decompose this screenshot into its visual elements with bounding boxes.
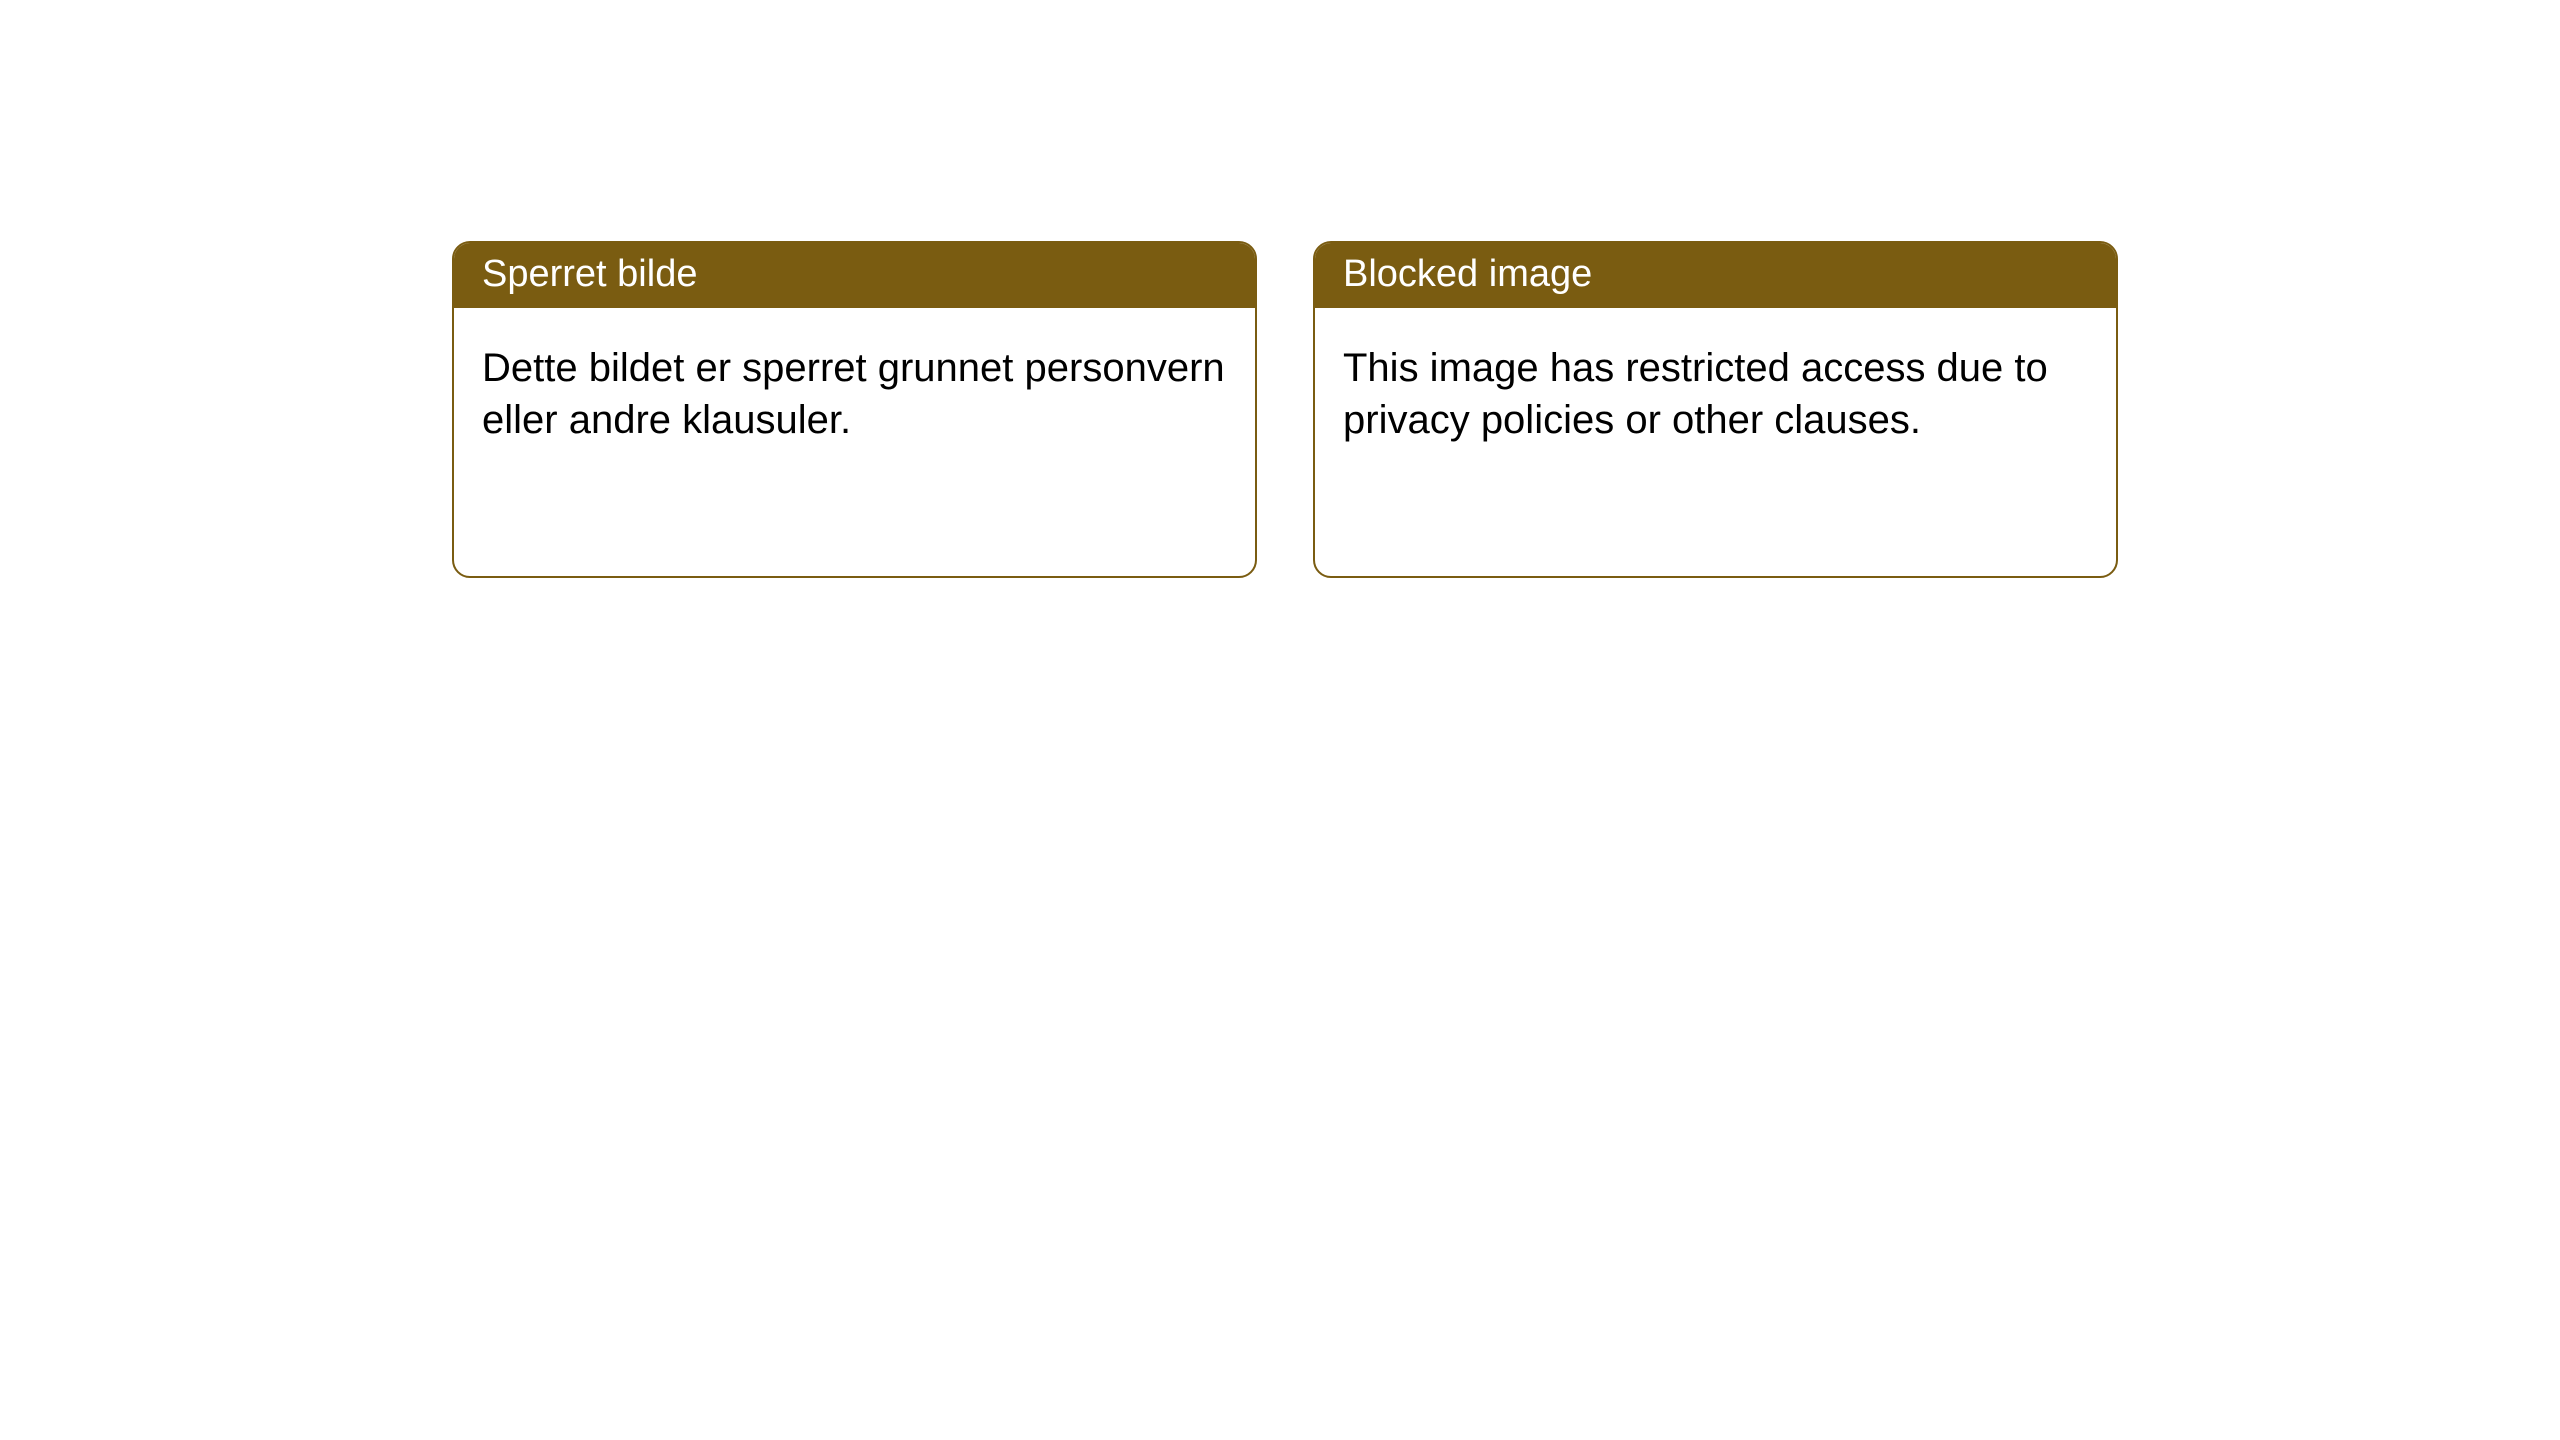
notice-cards-container: Sperret bilde Dette bildet er sperret gr… <box>0 0 2560 578</box>
card-header: Blocked image <box>1315 243 2116 308</box>
card-body: This image has restricted access due to … <box>1315 308 2116 474</box>
card-body: Dette bildet er sperret grunnet personve… <box>454 308 1255 474</box>
notice-card-english: Blocked image This image has restricted … <box>1313 241 2118 578</box>
notice-card-norwegian: Sperret bilde Dette bildet er sperret gr… <box>452 241 1257 578</box>
card-header: Sperret bilde <box>454 243 1255 308</box>
